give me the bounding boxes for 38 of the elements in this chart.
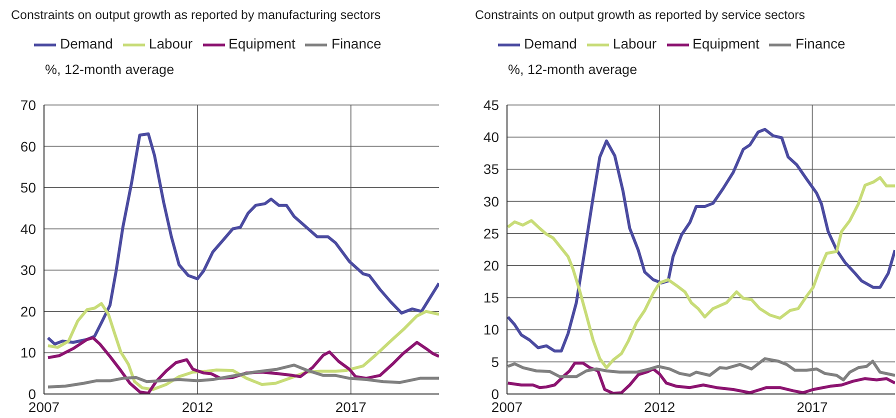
chart-title: Constraints on output growth as reported by service sectors bbox=[475, 8, 806, 22]
legend-label: Demand bbox=[60, 36, 113, 52]
y-tick-label: 20 bbox=[483, 258, 500, 274]
y-tick-label: 50 bbox=[20, 180, 36, 196]
y-tick-label: 25 bbox=[483, 225, 500, 242]
y-tick-label: 10 bbox=[20, 344, 36, 361]
x-tick-label: 2012 bbox=[644, 398, 676, 415]
legend-label: Demand bbox=[524, 36, 577, 52]
legend-label: Equipment bbox=[692, 36, 760, 52]
y-tick-label: 5 bbox=[491, 354, 500, 370]
chart-title: Constraints on output growth as reported by manufacturing sectors bbox=[11, 8, 381, 22]
legend-label: Finance bbox=[795, 36, 846, 52]
y-tick-label: 70 bbox=[20, 96, 36, 113]
y-axis-title: %, 12-month average bbox=[45, 62, 174, 77]
y-tick-label: 20 bbox=[20, 303, 36, 320]
legend-label: Equipment bbox=[228, 36, 296, 52]
legend-label: Finance bbox=[331, 36, 382, 52]
y-tick-label: 35 bbox=[483, 161, 500, 178]
line-series bbox=[46, 364, 439, 388]
line-series bbox=[46, 302, 439, 391]
y-tick-label: 30 bbox=[483, 193, 500, 210]
line-series bbox=[507, 128, 895, 352]
y-axis-title: %, 12-month average bbox=[508, 62, 638, 77]
line-series bbox=[507, 357, 895, 382]
line-series bbox=[507, 176, 895, 370]
x-tick-label: 2012 bbox=[182, 398, 214, 415]
legend-label: Labour bbox=[148, 36, 193, 52]
y-tick-label: 30 bbox=[20, 262, 36, 278]
y-tick-label: 40 bbox=[483, 129, 500, 146]
x-tick-label: 2017 bbox=[796, 398, 828, 415]
x-tick-label: 2017 bbox=[335, 398, 367, 415]
y-tick-label: 40 bbox=[20, 220, 36, 237]
line-series bbox=[46, 132, 439, 346]
y-tick-label: 10 bbox=[483, 322, 500, 338]
legend-label: Labour bbox=[612, 36, 657, 52]
y-tick-label: 15 bbox=[483, 290, 500, 306]
y-tick-label: 45 bbox=[483, 96, 500, 113]
y-tick-label: 60 bbox=[20, 138, 36, 154]
